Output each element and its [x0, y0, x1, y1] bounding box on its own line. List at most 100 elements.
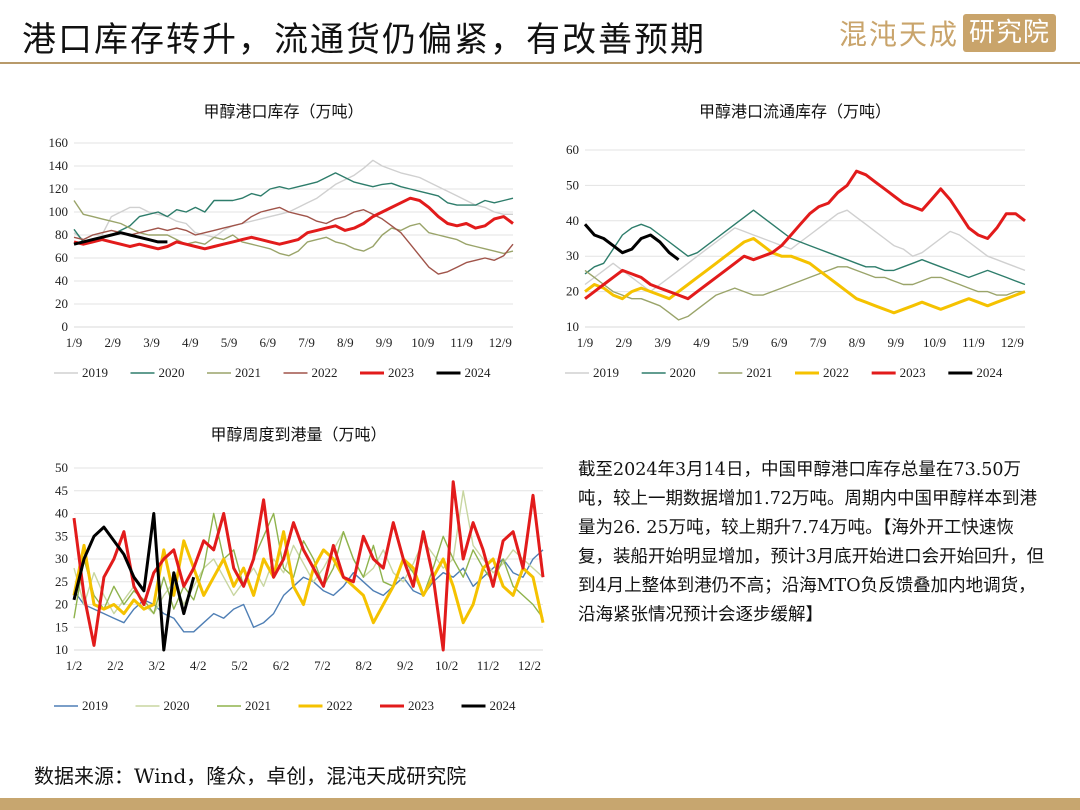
series-line-2021 — [584, 266, 1025, 321]
x-tick-label: 12/9 — [1001, 335, 1024, 350]
legend-label: 2021 — [235, 365, 261, 380]
x-tick-label: 12/9 — [489, 335, 512, 350]
chart-title: 甲醇周度到港量（万吨） — [210, 425, 386, 444]
y-tick-label: 45 — [55, 483, 68, 498]
y-tick-label: 20 — [55, 296, 68, 311]
series-line-2023 — [73, 196, 514, 251]
series-line-2020 — [584, 209, 1026, 286]
legend-label: 2024 — [465, 365, 492, 380]
series-line-2020 — [73, 172, 514, 243]
x-tick-label: 5/9 — [732, 335, 749, 350]
legend-label: 2019 — [82, 365, 108, 380]
x-tick-label: 6/9 — [259, 335, 276, 350]
y-tick-label: 40 — [55, 273, 68, 288]
series-line-2023 — [584, 169, 1026, 301]
series-line-2022 — [73, 206, 514, 275]
y-tick-label: 15 — [55, 619, 68, 634]
series-line-2022 — [72, 530, 545, 625]
y-tick-label: 0 — [62, 319, 69, 334]
chart-weekly-arrivals: 甲醇周度到港量（万吨） 10 15 20 25 30 35 40 45 50 1/2 2/2 3/2 4/… — [30, 418, 555, 728]
x-tick-label: 1/9 — [577, 335, 594, 350]
x-tick-label: 1/2 — [66, 658, 83, 673]
y-tick-label: 40 — [55, 506, 68, 521]
y-tick-label: 40 — [566, 213, 579, 228]
page-title: 港口库存转升，流通货仍偏紧，有改善预期 — [22, 20, 706, 60]
y-tick-label: 140 — [49, 158, 69, 173]
legend-label: 2024 — [976, 365, 1003, 380]
x-tick-label: 7/9 — [810, 335, 827, 350]
x-tick-label: 5/2 — [231, 658, 248, 673]
y-tick-label: 20 — [55, 597, 68, 612]
x-tick-label: 3/9 — [654, 335, 671, 350]
legend-label: 2019 — [593, 365, 619, 380]
logo-text: 混沌天成 — [838, 18, 959, 51]
x-tick-label: 7/9 — [298, 335, 315, 350]
y-tick-label: 120 — [49, 181, 69, 196]
logo: 混沌天成 研究院 — [839, 12, 1056, 54]
x-tick-label: 10/2 — [435, 658, 458, 673]
y-tick-label: 60 — [566, 142, 579, 157]
series-line-2023 — [72, 480, 545, 652]
x-tick-label: 3/2 — [149, 658, 166, 673]
y-tick-label: 25 — [55, 574, 68, 589]
y-tick-label: 30 — [566, 248, 579, 263]
series-line-2024 — [73, 231, 168, 246]
data-source: 数据来源：Wind，隆众，卓创，混沌天成研究院 — [34, 764, 467, 788]
x-tick-label: 6/9 — [771, 335, 788, 350]
header: 港口库存转升，流通货仍偏紧，有改善预期 混沌天成 研究院 — [0, 0, 1080, 66]
x-tick-label: 9/9 — [376, 335, 393, 350]
y-tick-label: 20 — [566, 284, 579, 299]
x-tick-label: 8/9 — [849, 335, 866, 350]
chart-port-circulating-inventory: 甲醇港口流通库存（万吨） 10 20 30 40 50 60 1/9 2/9 3/9 4/9 5/9 6… — [555, 95, 1055, 395]
chart-port-inventory: 甲醇港口库存（万吨） 0 20 40 60 80 100 120 140 160 1/9 2/9 3/9… — [30, 95, 525, 395]
x-tick-label: 7/2 — [314, 658, 331, 673]
y-tick-label: 35 — [55, 528, 68, 543]
legend-label: 2021 — [245, 698, 271, 713]
chart-title: 甲醇港口库存（万吨） — [203, 102, 363, 121]
x-tick-label: 2/2 — [107, 658, 124, 673]
y-tick-label: 10 — [55, 642, 68, 657]
y-tick-label: 160 — [49, 135, 69, 150]
y-tick-label: 30 — [55, 551, 68, 566]
series-line-2024 — [72, 512, 196, 652]
legend-label: 2021 — [746, 365, 772, 380]
x-tick-label: 6/2 — [273, 658, 290, 673]
legend-label: 2019 — [82, 698, 108, 713]
legend-label: 2022 — [312, 365, 338, 380]
series-line-2024 — [583, 223, 680, 261]
chart-title: 甲醇港口流通库存（万吨） — [699, 102, 891, 121]
y-tick-label: 60 — [55, 250, 68, 265]
x-tick-label: 1/9 — [66, 335, 83, 350]
legend-label: 2023 — [388, 365, 414, 380]
analysis-text: 截至2024年3月14日，中国甲醇港口库存总量在73.50万吨，较上一期数据增加… — [578, 460, 1045, 625]
x-tick-label: 9/2 — [397, 658, 414, 673]
x-tick-label: 8/9 — [337, 335, 354, 350]
x-tick-label: 4/2 — [190, 658, 207, 673]
x-tick-label: 2/9 — [616, 335, 633, 350]
series-line-2019 — [584, 209, 1026, 293]
series-line-2021 — [73, 512, 544, 619]
legend-label: 2020 — [670, 365, 696, 380]
x-tick-label: 4/9 — [693, 335, 710, 350]
x-tick-label: 3/9 — [143, 335, 160, 350]
legend-label: 2020 — [159, 365, 185, 380]
x-tick-label: 5/9 — [221, 335, 238, 350]
x-tick-label: 9/9 — [887, 335, 904, 350]
legend-label: 2022 — [327, 698, 353, 713]
x-tick-label: 8/2 — [356, 658, 373, 673]
legend-label: 2023 — [408, 698, 434, 713]
x-tick-label: 10/9 — [923, 335, 946, 350]
legend-label: 2024 — [490, 698, 517, 713]
y-tick-label: 50 — [55, 460, 68, 475]
x-tick-label: 4/9 — [182, 335, 199, 350]
y-tick-label: 100 — [49, 204, 69, 219]
logo-box: 研究院 — [962, 14, 1056, 52]
y-tick-label: 10 — [566, 319, 579, 334]
bottom-bar — [0, 798, 1080, 810]
x-tick-label: 12/2 — [518, 658, 541, 673]
series-line-2019 — [73, 159, 513, 241]
series-line-2021 — [73, 200, 514, 257]
x-tick-label: 11/2 — [477, 658, 500, 673]
header-divider — [0, 62, 1080, 64]
legend-label: 2020 — [164, 698, 190, 713]
